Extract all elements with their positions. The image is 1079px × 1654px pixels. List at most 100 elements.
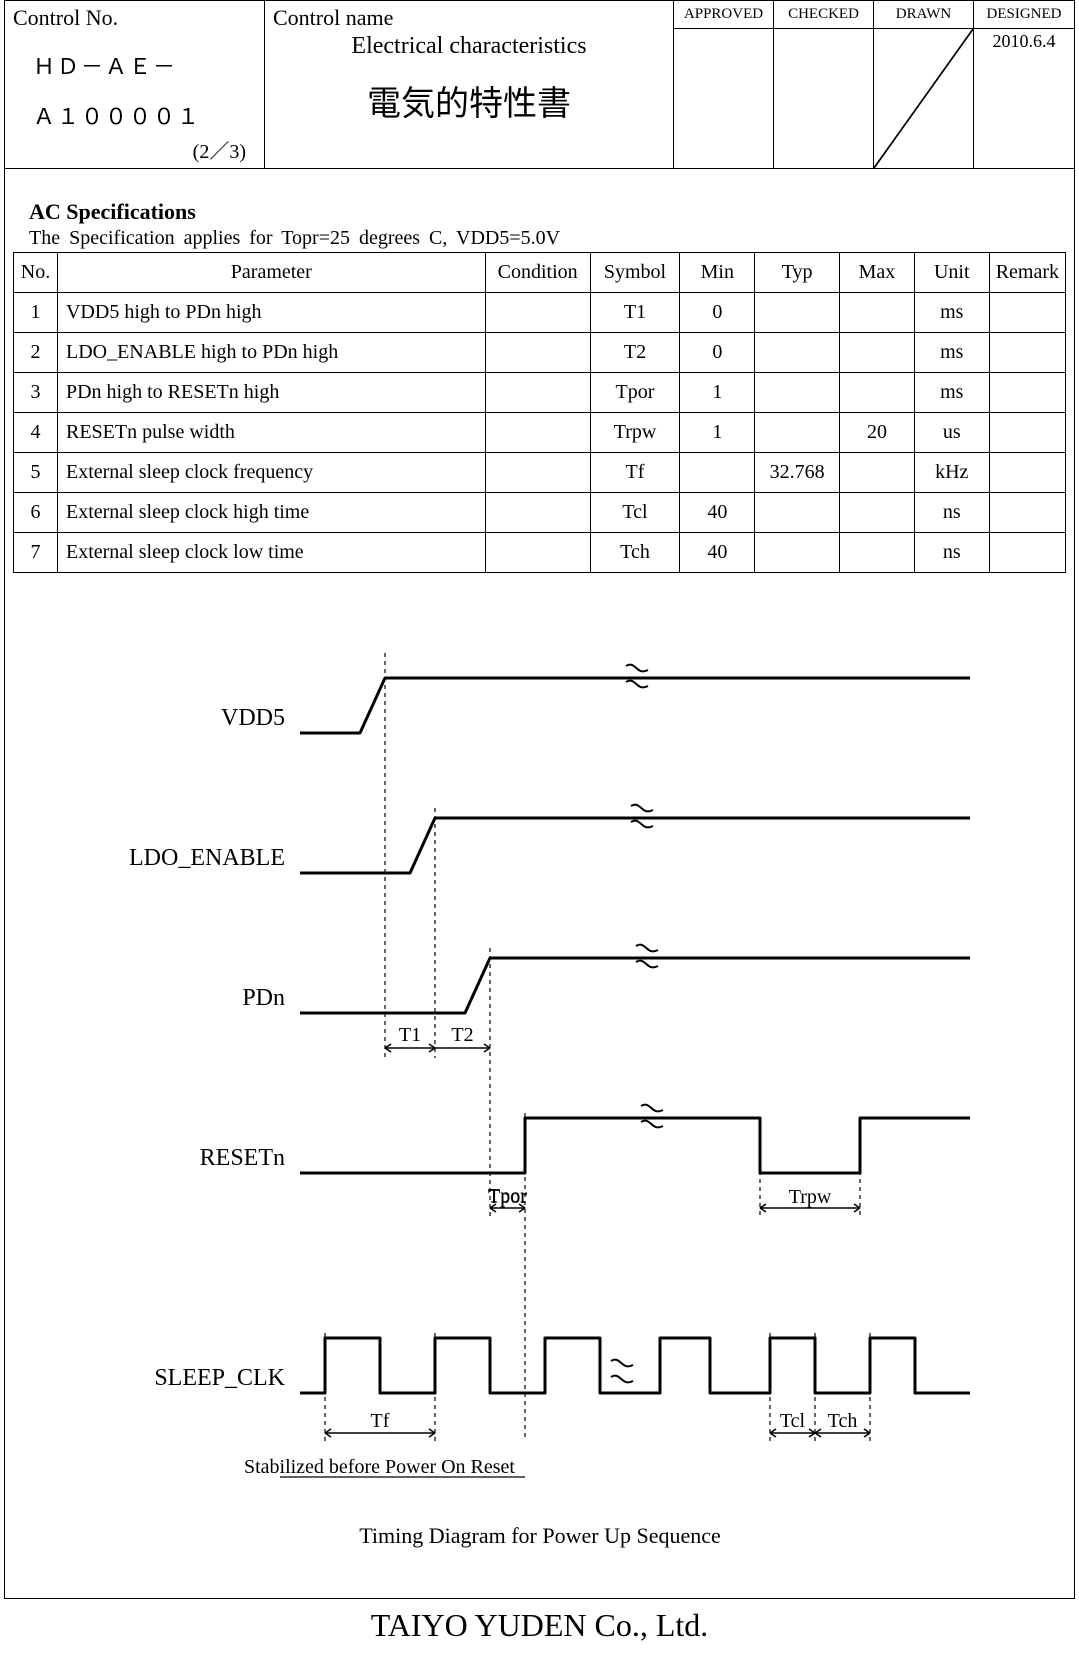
- svg-text:T2: T2: [451, 1024, 473, 1046]
- cell-param: LDO_ENABLE high to PDn high: [57, 333, 485, 373]
- th-no: No.: [14, 253, 58, 293]
- cell-remark: [989, 493, 1065, 533]
- th-param: Parameter: [57, 253, 485, 293]
- cell-unit: us: [914, 413, 989, 453]
- cell-min: 0: [680, 333, 755, 373]
- table-row: 5External sleep clock frequencyTf32.768k…: [14, 453, 1066, 493]
- cell-sym: Tcl: [590, 493, 680, 533]
- drawn-col: DRAWN: [874, 1, 974, 168]
- table-row: 7External sleep clock low timeTch40ns: [14, 533, 1066, 573]
- cell-param: External sleep clock high time: [57, 493, 485, 533]
- cell-sym: T2: [590, 333, 680, 373]
- cell-max: 20: [840, 413, 915, 453]
- cell-unit: kHz: [914, 453, 989, 493]
- cell-typ: 32.768: [755, 453, 840, 493]
- designed-col: DESIGNED 2010.6.4: [974, 1, 1074, 168]
- th-sym: Symbol: [590, 253, 680, 293]
- drawn-slash-icon: [874, 29, 973, 168]
- cell-typ: [755, 333, 840, 373]
- cell-sym: Tf: [590, 453, 680, 493]
- svg-text:Stabilized before Power On Res: Stabilized before Power On Reset: [243, 1456, 514, 1478]
- svg-text:Tpor: Tpor: [488, 1186, 527, 1208]
- title-en: Electrical characteristics: [273, 33, 665, 60]
- table-row: 6External sleep clock high time Tcl40 ns: [14, 493, 1066, 533]
- svg-text:RESETn: RESETn: [199, 1145, 284, 1171]
- cell-no: 3: [14, 373, 58, 413]
- th-max: Max: [840, 253, 915, 293]
- page-number: (2／3): [13, 131, 256, 164]
- cell-unit: ms: [914, 373, 989, 413]
- table-row: 1VDD5 high to PDn high T10 ms: [14, 293, 1066, 333]
- cell-param: External sleep clock low time: [57, 533, 485, 573]
- timing-diagram: VDD5LDO_ENABLEPDnRESETnSLEEP_CLKT1T2Tpor…: [11, 613, 1068, 1578]
- table-row: 4RESETn pulse widthTrpw120us: [14, 413, 1066, 453]
- cell-param: VDD5 high to PDn high: [57, 293, 485, 333]
- cell-min: 1: [680, 373, 755, 413]
- cell-remark: [989, 453, 1065, 493]
- th-unit: Unit: [914, 253, 989, 293]
- main-content: AC Specifications The Specification appl…: [4, 169, 1075, 1599]
- cell-typ: [755, 373, 840, 413]
- cell-param: RESETn pulse width: [57, 413, 485, 453]
- cell-no: 5: [14, 453, 58, 493]
- th-typ: Typ: [755, 253, 840, 293]
- cell-no: 1: [14, 293, 58, 333]
- cell-max: [840, 533, 915, 573]
- cell-remark: [989, 333, 1065, 373]
- cell-min: 40: [680, 533, 755, 573]
- svg-text:T1: T1: [398, 1024, 420, 1046]
- cell-sym: T1: [590, 293, 680, 333]
- cell-cond: [485, 533, 590, 573]
- cell-cond: [485, 413, 590, 453]
- cell-remark: [989, 373, 1065, 413]
- th-remark: Remark: [989, 253, 1065, 293]
- svg-text:Timing Diagram for Power Up Se: Timing Diagram for Power Up Sequence: [359, 1523, 721, 1548]
- approved-col: APPROVED: [674, 1, 774, 168]
- cell-sym: Trpw: [590, 413, 680, 453]
- cell-unit: ms: [914, 293, 989, 333]
- checked-col: CHECKED: [774, 1, 874, 168]
- cell-max: [840, 293, 915, 333]
- th-min: Min: [680, 253, 755, 293]
- title-jp: 電気的特性書: [273, 76, 665, 125]
- cell-typ: [755, 293, 840, 333]
- timing-diagram-svg: VDD5LDO_ENABLEPDnRESETnSLEEP_CLKT1T2Tpor…: [70, 613, 1010, 1573]
- cell-min: 1: [680, 413, 755, 453]
- cell-remark: [989, 293, 1065, 333]
- approved-label: APPROVED: [674, 1, 773, 29]
- spec-table: No. Parameter Condition Symbol Min Typ M…: [13, 252, 1066, 573]
- checked-label: CHECKED: [774, 1, 873, 29]
- svg-text:Trpw: Trpw: [788, 1186, 831, 1208]
- control-no-line2: Ａ１００００１: [13, 81, 256, 131]
- cell-no: 2: [14, 333, 58, 373]
- control-name-cell: Control name Electrical characteristics …: [265, 1, 674, 168]
- company-footer: TAIYO YUDEN Co., Ltd.: [0, 1607, 1079, 1654]
- table-row: 3PDn high to RESETn high Tpor1 ms: [14, 373, 1066, 413]
- cell-max: [840, 333, 915, 373]
- cell-cond: [485, 333, 590, 373]
- table-row: 2LDO_ENABLE high to PDn highT20ms: [14, 333, 1066, 373]
- cell-unit: ns: [914, 493, 989, 533]
- cell-typ: [755, 533, 840, 573]
- cell-remark: [989, 413, 1065, 453]
- cell-min: 0: [680, 293, 755, 333]
- svg-text:Tch: Tch: [827, 1410, 857, 1432]
- svg-text:PDn: PDn: [242, 985, 285, 1011]
- designed-date: 2010.6.4: [974, 29, 1074, 52]
- cell-max: [840, 453, 915, 493]
- cell-min: 40: [680, 493, 755, 533]
- cell-no: 6: [14, 493, 58, 533]
- cell-sym: Tch: [590, 533, 680, 573]
- svg-text:Tf: Tf: [370, 1410, 389, 1432]
- cell-param: PDn high to RESETn high: [57, 373, 485, 413]
- control-no-line1: ＨＤ－ＡＥ－: [13, 31, 256, 81]
- control-no-cell: Control No. ＨＤ－ＡＥ－ Ａ１００００１ (2／3): [5, 1, 265, 168]
- table-header-row: No. Parameter Condition Symbol Min Typ M…: [14, 253, 1066, 293]
- cell-unit: ns: [914, 533, 989, 573]
- cell-typ: [755, 413, 840, 453]
- cell-cond: [485, 373, 590, 413]
- cell-sym: Tpor: [590, 373, 680, 413]
- cell-max: [840, 493, 915, 533]
- header: Control No. ＨＤ－ＡＥ－ Ａ１００００１ (2／3) Control…: [4, 0, 1075, 169]
- control-name-label: Control name: [273, 5, 665, 31]
